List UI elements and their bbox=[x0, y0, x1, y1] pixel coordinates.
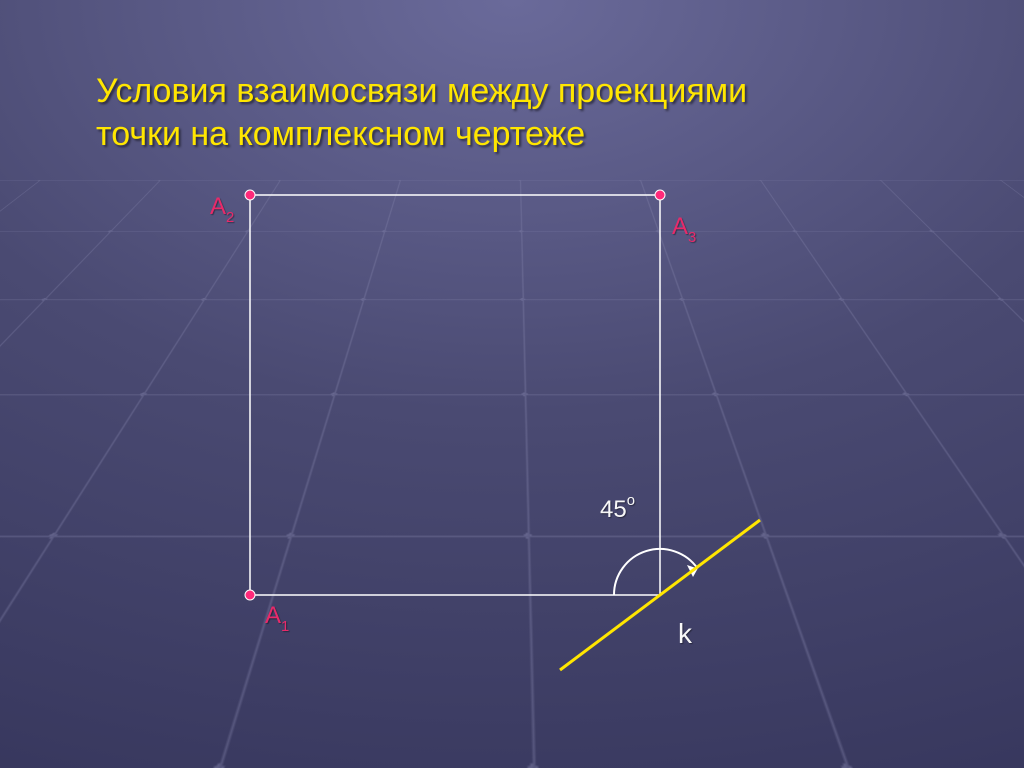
label-a3: А3 bbox=[672, 213, 696, 244]
label-angle-value: 45 bbox=[600, 496, 627, 523]
label-a1-sub: 1 bbox=[281, 619, 289, 635]
slide-title: Условия взаимосвязи между проекциями точ… bbox=[96, 70, 964, 155]
label-a2-sub: 2 bbox=[226, 210, 234, 226]
label-a1-base: А bbox=[265, 602, 281, 629]
label-k-text: k bbox=[678, 618, 692, 649]
label-angle-sup: о bbox=[627, 493, 635, 509]
title-line-2: точки на комплексном чертеже bbox=[96, 115, 585, 153]
label-a3-base: А bbox=[672, 213, 688, 240]
label-angle: 45о bbox=[600, 496, 635, 524]
perspective-grid bbox=[0, 180, 1024, 768]
label-k: k bbox=[678, 618, 692, 650]
title-line-1: Условия взаимосвязи между проекциями bbox=[96, 72, 747, 110]
label-a2: А2 bbox=[210, 193, 234, 224]
label-a2-base: А bbox=[210, 193, 226, 220]
label-a1: А1 bbox=[265, 602, 289, 633]
label-a3-sub: 3 bbox=[688, 230, 696, 246]
slide: Условия взаимосвязи между проекциями точ… bbox=[0, 0, 1024, 768]
